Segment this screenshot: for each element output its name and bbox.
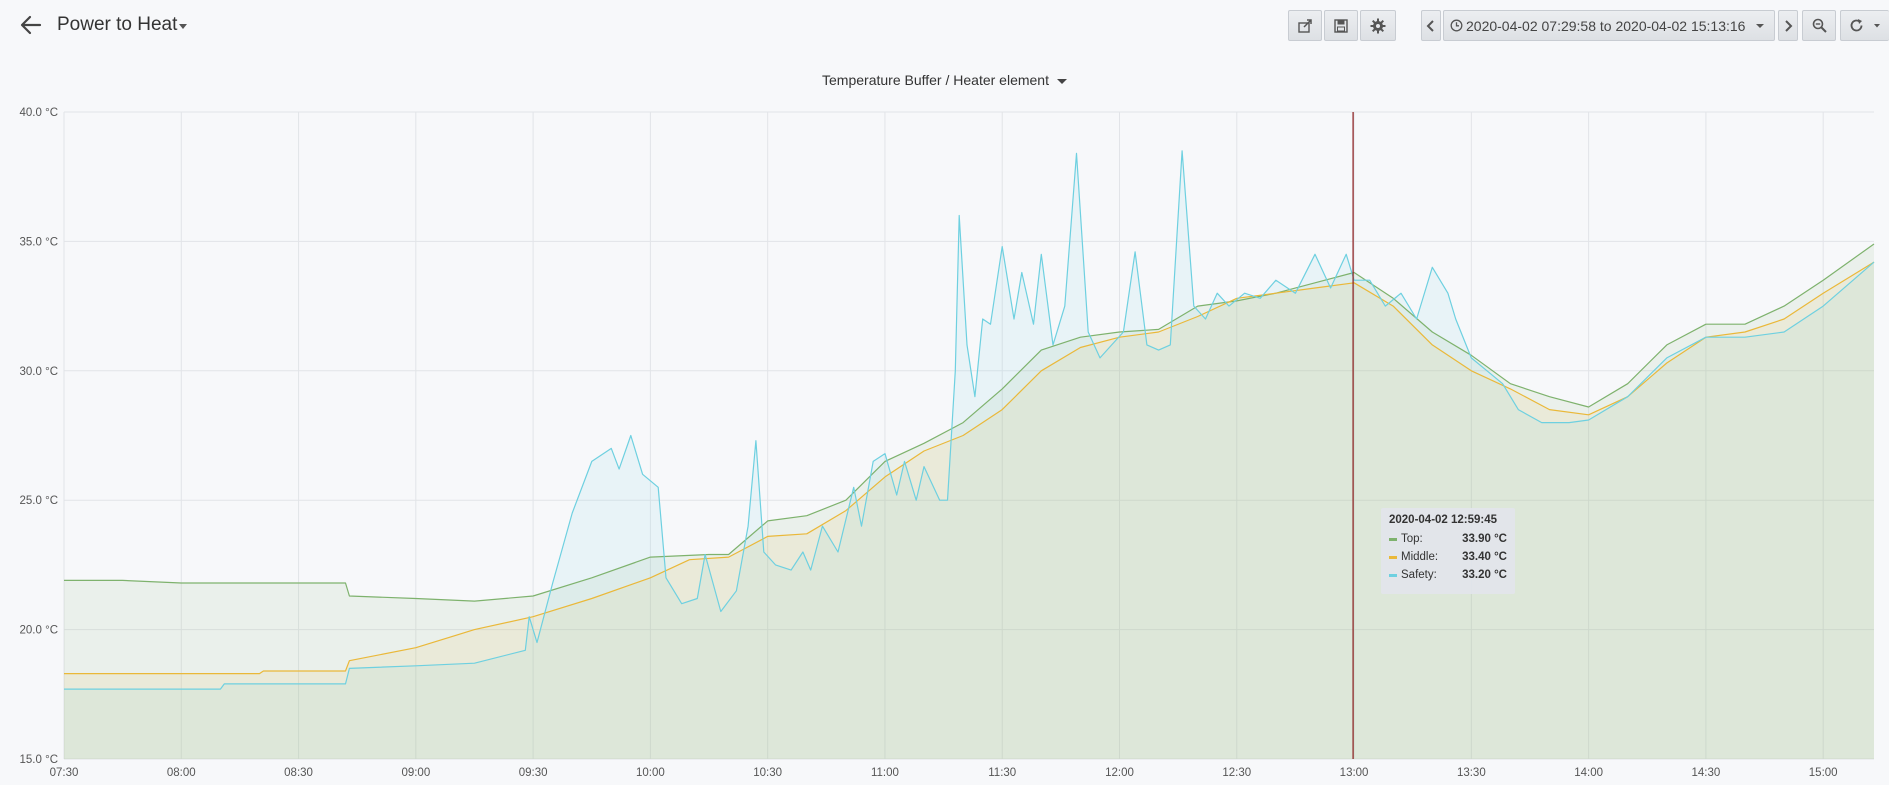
tooltip-row-middle: Middle: 33.40 °C [1389,548,1507,566]
series-line-middle [64,261,1875,675]
chevron-down-icon [1756,23,1765,28]
x-tick-label: 14:30 [1692,767,1721,779]
zoom-out-icon [1812,18,1827,33]
x-tick-label: 15:00 [1809,767,1838,779]
chevron-right-icon [1785,19,1793,32]
x-tick-label: 12:00 [1105,767,1134,779]
x-tick-label: 14:00 [1574,767,1603,779]
chevron-left-icon [1426,19,1434,32]
dashboard-title[interactable]: Power to Heat [57,14,178,35]
tooltip-label: Safety: [1401,569,1437,581]
save-dashboard-button[interactable] [1324,10,1358,41]
hover-tooltip: 2020-04-02 12:59:45 Top: 33.90 °C Middle… [1381,508,1515,594]
clock-icon [1450,19,1463,32]
series-area-middle [64,262,1874,759]
share-icon [1298,18,1312,33]
y-tick-label: 25.0 °C [20,495,58,507]
chevron-down-icon [1874,23,1880,27]
legend-swatch-middle [1389,555,1397,559]
time-range-picker[interactable]: 2020-04-02 07:29:58 to 2020-04-02 15:13:… [1443,10,1775,41]
refresh-icon [1850,19,1863,32]
series-area-safety [64,150,1874,760]
x-tick-label: 11:00 [871,767,899,779]
y-tick-label: 15.0 °C [20,754,58,766]
temperature-chart[interactable]: 15.0 °C 20.0 °C 25.0 °C 30.0 °C 35.0 °C 40.0 … [0,100,1889,785]
x-tick-label: 09:00 [401,767,430,779]
tooltip-row-top: Top: 33.90 °C [1389,530,1507,548]
tooltip-value: 33.40 °C [1462,551,1507,563]
settings-button[interactable] [1360,10,1396,41]
time-shift-forward-button[interactable] [1778,10,1798,41]
x-tick-label: 10:30 [753,767,782,779]
tooltip-row-safety: Safety: 33.20 °C [1389,566,1507,584]
time-range-label: 2020-04-02 07:29:58 to 2020-04-02 15:13:… [1466,17,1746,34]
series-line-top [64,243,1875,602]
tooltip-value: 33.20 °C [1462,569,1507,581]
tooltip-time: 2020-04-02 12:59:45 [1389,514,1498,526]
share-button[interactable] [1288,10,1322,41]
x-tick-label: 08:30 [284,767,313,779]
panel-title[interactable]: Temperature Buffer / Heater element [0,72,1889,88]
x-tick-label: 10:00 [636,767,665,779]
legend-swatch-top [1389,537,1397,541]
series-area-top [64,244,1874,759]
time-shift-back-button[interactable] [1421,10,1441,41]
y-tick-label: 20.0 °C [20,625,58,637]
gear-icon [1370,18,1386,33]
arrow-left-icon [20,15,42,35]
legend-swatch-safety [1389,573,1397,577]
chevron-down-icon[interactable] [1056,78,1067,84]
x-tick-label: 07:30 [50,767,79,779]
dashboard-navbar: Power to Heat [0,0,1889,52]
y-tick-label: 40.0 °C [20,107,58,119]
x-tick-label: 13:00 [1340,767,1369,779]
save-icon [1334,18,1348,33]
back-button[interactable] [18,12,44,38]
y-tick-label: 35.0 °C [20,236,58,248]
x-tick-label: 11:30 [988,767,1016,779]
refresh-button[interactable] [1840,10,1889,41]
panel-title-text: Temperature Buffer / Heater element [822,72,1049,88]
x-tick-label: 09:30 [519,767,548,779]
y-tick-label: 30.0 °C [20,366,58,378]
tooltip-value: 33.90 °C [1462,533,1507,545]
dashboard-title-caret-icon[interactable] [179,24,187,29]
x-tick-label: 13:30 [1457,767,1486,779]
x-tick-label: 12:30 [1222,767,1251,779]
tooltip-label: Top: [1401,533,1423,545]
tooltip-label: Middle: [1401,551,1439,563]
zoom-out-button[interactable] [1802,10,1836,41]
series-line-safety [64,150,1875,690]
x-tick-label: 08:00 [167,767,196,779]
